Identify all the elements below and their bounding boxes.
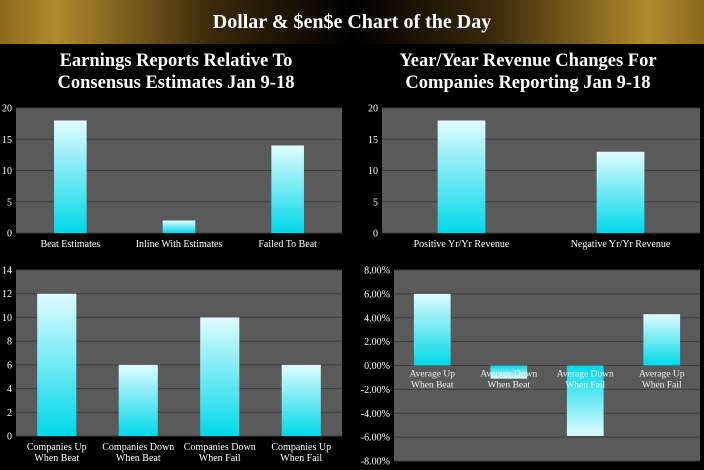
bar (414, 294, 451, 366)
revenue-changes-chart: 0 5 10 15 20 Positive Yr/Yr Revenue Negative Y… (352, 100, 704, 260)
category-label: Companies Down (184, 442, 256, 453)
category-label: Average Down (557, 370, 614, 380)
y-tick-label: 4 (7, 384, 12, 395)
category-label: Failed To Beat (258, 239, 317, 250)
y-tick-label: 15 (368, 135, 378, 146)
y-tick-label: 12 (2, 289, 12, 300)
y-tick-label: 2 (7, 408, 12, 419)
average-move-percent-chart: -8.00% -6.00% -4.00% -2.00% 0.00% 2.00% 4.00% 6… (352, 262, 704, 470)
category-label: Companies Up (27, 442, 87, 453)
category-label: Average Up (410, 370, 456, 380)
y-tick-label: -8.00% (361, 457, 390, 468)
category-label: Companies Up (271, 442, 331, 453)
bar (163, 221, 196, 234)
earnings-reports-chart: 0 5 10 15 20 Beat Estimates Inline With Estima… (0, 100, 346, 260)
chart-of-the-day-banner: Dollar & $en$e Chart of the Day (0, 0, 704, 44)
y-tick-label: 2.00% (364, 337, 390, 348)
category-label: When Beat (34, 453, 79, 464)
left-panel-title: Earnings Reports Relative To Consensus E… (0, 50, 352, 94)
y-tick-label: 10 (368, 166, 378, 177)
left-panel-title-line2: Consensus Estimates Jan 9-18 (0, 72, 352, 94)
category-label: When Beat (116, 453, 161, 464)
right-panel-title: Year/Year Revenue Changes For Companies … (352, 50, 704, 94)
y-tick-label: 0 (7, 229, 12, 240)
category-label: When Fail (642, 381, 682, 391)
y-tick-label: 20 (2, 104, 12, 115)
y-tick-label: 0 (7, 432, 12, 443)
category-label: When Beat (488, 381, 531, 391)
y-tick-label: -4.00% (361, 409, 390, 420)
bar (200, 317, 239, 436)
y-tick-label: 6 (7, 360, 12, 371)
y-tick-label: 6.00% (364, 289, 390, 300)
category-label: Inline With Estimates (136, 239, 223, 250)
bar (282, 365, 321, 436)
category-label: When Fail (199, 453, 241, 464)
y-tick-label: 8 (7, 337, 12, 348)
y-tick-label: 0 (373, 229, 378, 240)
right-panel-title-line1: Year/Year Revenue Changes For (352, 50, 704, 72)
right-panel-title-line2: Companies Reporting Jan 9-18 (352, 72, 704, 94)
category-label: Average Down (480, 370, 537, 380)
category-label: Companies Down (102, 442, 174, 453)
y-tick-label: 15 (2, 135, 12, 146)
y-tick-label: 5 (7, 197, 12, 208)
y-tick-label: 4.00% (364, 313, 390, 324)
category-label: Average Up (639, 370, 685, 380)
category-label: Negative Yr/Yr Revenue (571, 239, 671, 250)
chart-svg: 0 5 10 15 20 Positive Yr/Yr Revenue Negative Y… (352, 100, 704, 260)
bar (54, 121, 87, 234)
bar (643, 314, 680, 365)
y-tick-label: 10 (2, 313, 12, 324)
category-label: Positive Yr/Yr Revenue (414, 239, 510, 250)
banner-title: Dollar & $en$e Chart of the Day (213, 11, 491, 34)
category-label: When Fail (280, 453, 322, 464)
bar (119, 365, 158, 436)
y-tick-label: -6.00% (361, 433, 390, 444)
bar (37, 294, 76, 436)
y-tick-label: 8.00% (364, 266, 390, 277)
y-tick-label: 0.00% (364, 361, 390, 372)
chart-svg: 0 5 10 15 20 Beat Estimates Inline With Estima… (0, 100, 346, 260)
bar (271, 146, 304, 234)
stock-reaction-count-chart: 0 2 4 6 8 10 12 14 Companies Up When Beat Companie… (0, 262, 346, 470)
y-tick-label: -2.00% (361, 385, 390, 396)
left-panel-title-line1: Earnings Reports Relative To (0, 50, 352, 72)
y-tick-label: 5 (373, 197, 378, 208)
y-tick-label: 20 (368, 104, 378, 115)
y-tick-label: 10 (2, 166, 12, 177)
category-label: Beat Estimates (40, 239, 100, 250)
bar (438, 121, 486, 234)
category-label: When Fail (565, 381, 605, 391)
category-label: When Beat (411, 381, 454, 391)
chart-svg: -8.00% -6.00% -4.00% -2.00% 0.00% 2.00% 4.00% 6… (352, 262, 704, 470)
y-tick-label: 14 (2, 266, 12, 277)
bar (597, 152, 645, 233)
